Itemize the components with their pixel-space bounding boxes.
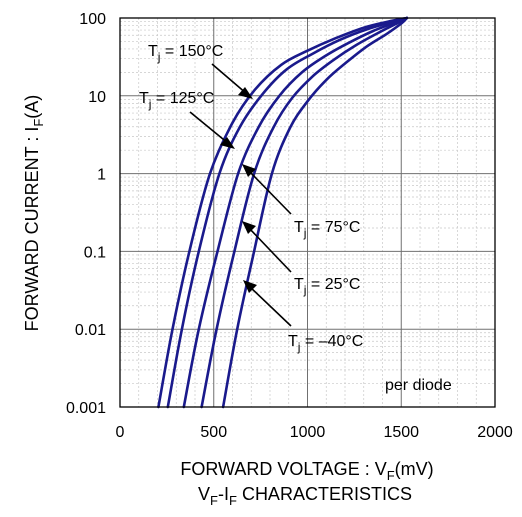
curve-layer	[157, 16, 409, 409]
series-label-tj-25: Tj = 25°C	[294, 276, 360, 297]
arrowhead-tj-minus-40	[243, 280, 257, 293]
x-tick-label: 1000	[290, 424, 326, 441]
series-label-tj-125: Tj = 125°C	[139, 90, 214, 111]
x-tick-label: 500	[200, 424, 227, 441]
series-label-tj-75: Tj = 75°C	[294, 219, 360, 240]
tick-layer: 0 500 1000 1500 2000 0.001 0.01 0.1 1 10 100	[66, 11, 513, 441]
annotation-tj-25: Tj = 25°C	[242, 221, 360, 297]
arrow-tj-150	[211, 63, 248, 95]
y-tick-label: 0.01	[75, 322, 106, 339]
y-tick-label: 10	[88, 89, 106, 106]
per-diode-note: per diode	[385, 377, 452, 394]
series-line-1	[166, 16, 409, 409]
series-label-tj-minus-40: Tj = –40°C	[288, 333, 363, 354]
series-line-3	[200, 16, 409, 409]
y-axis-title: FORWARD CURRENT : IF(A)	[22, 95, 46, 332]
x-tick-label: 0	[116, 424, 125, 441]
x-axis-title: FORWARD VOLTAGE : VF(mV)	[180, 459, 433, 483]
y-tick-label: 100	[79, 11, 106, 28]
arrow-tj-minus-40	[248, 285, 292, 327]
arrow-tj-125	[189, 111, 230, 145]
series-line-0	[157, 16, 409, 409]
y-tick-label: 1	[97, 167, 106, 184]
annotation-tj-minus-40: Tj = –40°C	[243, 280, 363, 354]
series-label-tj-150: Tj = 150°C	[148, 43, 223, 64]
arrowhead-tj-125	[220, 137, 235, 149]
arrowhead-tj-150	[238, 87, 253, 99]
annotation-tj-75: Tj = 75°C	[242, 164, 360, 240]
arrow-tj-25	[247, 226, 292, 273]
x-tick-label: 1500	[383, 424, 419, 441]
arrowhead-tj-25	[242, 221, 256, 234]
annotation-tj-125: Tj = 125°C	[139, 90, 235, 149]
y-tick-label: 0.1	[84, 244, 106, 261]
y-tick-label: 0.001	[66, 400, 106, 417]
annotation-tj-150: Tj = 150°C	[148, 43, 253, 99]
x-tick-label: 2000	[477, 424, 513, 441]
arrow-tj-75	[247, 169, 292, 215]
arrowhead-tj-75	[242, 164, 256, 177]
chart-caption: VF-IF CHARACTERISTICS	[198, 484, 412, 508]
plot-frame	[119, 17, 496, 408]
series-line-4	[221, 16, 409, 409]
series-line-2	[182, 16, 409, 409]
